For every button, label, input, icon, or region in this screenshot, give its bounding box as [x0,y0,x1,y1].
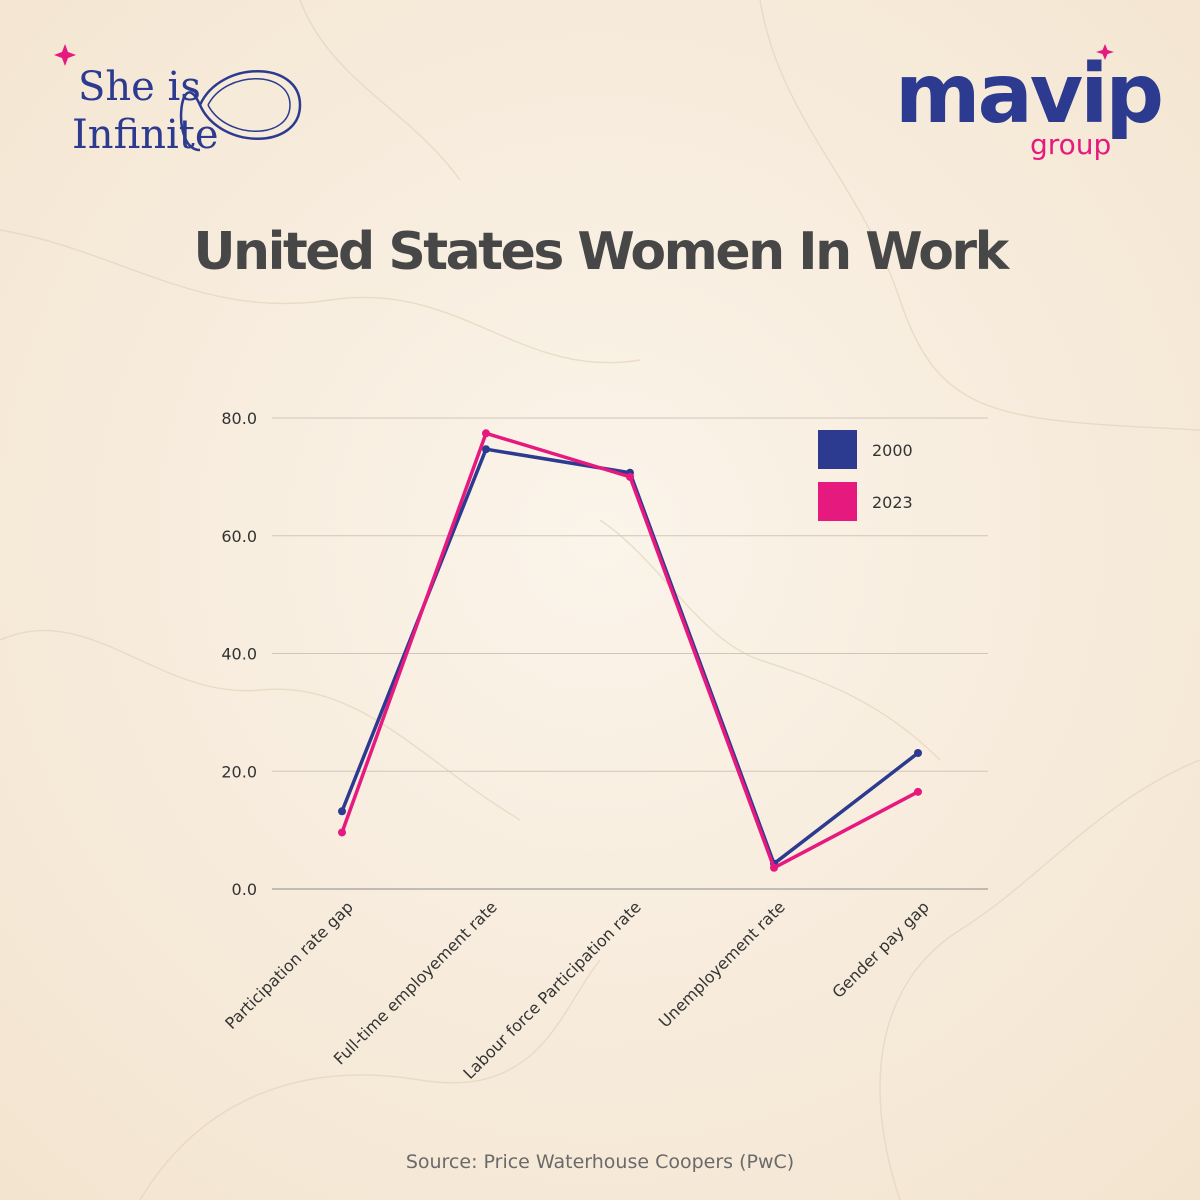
logo-line-2: Infinite [72,112,219,158]
data-point [626,472,634,481]
infinity-icon [179,70,302,152]
legend-swatch [818,430,857,469]
logo-sub: group [1030,128,1111,161]
logo-wordmark: mavip [895,47,1161,142]
y-tick-label: 40.0 [221,645,257,664]
source-note: Source: Price Waterhouse Coopers (PwC) [405,1151,795,1173]
she-is-infinite-logo: She is Infinite [54,44,302,158]
data-point [338,828,346,837]
legend-label: 2000 [872,441,913,460]
logo-line-1: She is [78,64,201,110]
data-point [914,748,922,757]
data-point [482,445,490,454]
data-point [338,807,346,816]
sparkle-icon [1096,44,1114,60]
legend-swatch [818,482,857,521]
x-tick-label: Gender pay gap [828,897,932,1001]
sparkle-icon [54,44,76,66]
grid [272,417,988,890]
data-point [914,787,922,796]
legend: 2000 2023 [818,430,913,521]
x-tick-label: Full-time employement rate [330,897,501,1068]
y-axis-ticks: 0.0 20.0 40.0 60.0 80.0 [221,409,257,899]
x-tick-label: Participation rate gap [221,897,357,1033]
x-tick-label: Unemployement rate [655,897,789,1031]
data-point [770,863,778,872]
x-tick-label: Labour force Participation rate [459,897,644,1082]
y-tick-label: 80.0 [221,409,257,428]
data-point [482,429,490,438]
chart-title: United States Women In Work [193,222,1009,282]
y-tick-label: 20.0 [221,762,257,781]
series [338,429,922,872]
mavip-logo: mavip group [895,44,1164,161]
legend-label: 2023 [872,493,913,512]
y-tick-label: 60.0 [221,527,257,546]
y-tick-label: 0.0 [232,880,257,899]
